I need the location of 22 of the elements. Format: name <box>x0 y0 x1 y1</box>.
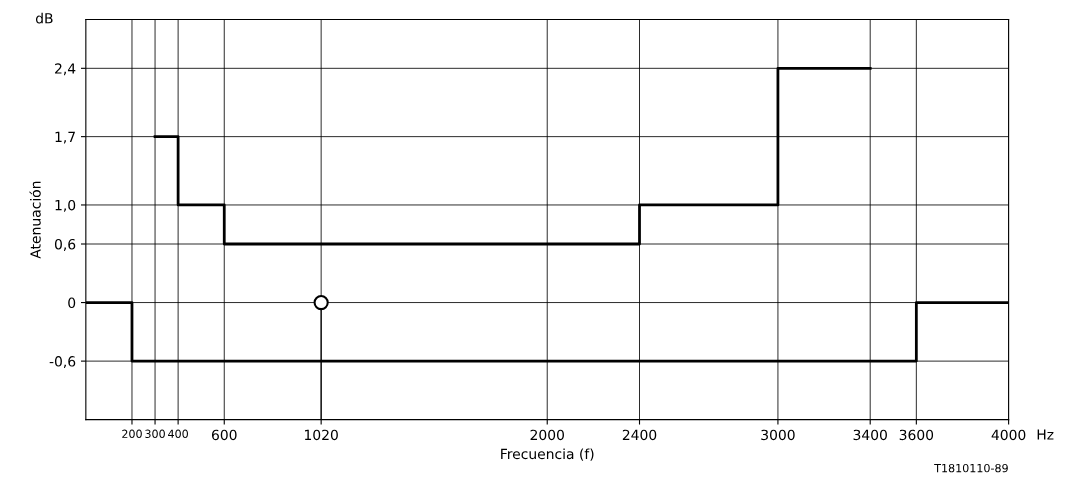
x-tick-label: 3000 <box>761 429 795 441</box>
x-tick-label: 3400 <box>853 429 887 441</box>
text: Hz <box>1037 429 1054 440</box>
y-tick-label: 0,6 <box>54 238 76 251</box>
y-tick-label: 2,4 <box>55 63 76 76</box>
x-tick-label: 1020 <box>305 429 338 441</box>
x-tick-label: 2000 <box>530 429 564 441</box>
y-tick-label: 0 <box>68 297 76 309</box>
x-axis-title: Frecuencia (f) <box>501 448 594 461</box>
y-tick-label: -0,6 <box>49 356 76 369</box>
x-tick-label: 4000 <box>991 429 1026 441</box>
x-tick-label: 3600 <box>899 429 934 441</box>
y-tick-label: 1,0 <box>55 199 76 212</box>
x-tick-label: 600 <box>211 429 237 441</box>
x-tick-label: 300 <box>145 429 165 438</box>
x-tick-label: 2400 <box>622 429 657 441</box>
text: dB <box>35 12 53 24</box>
y-tick-label: 1,7 <box>55 131 75 144</box>
y-axis-title: Atenuación <box>29 181 41 259</box>
text: T1810110-89 <box>934 463 1008 473</box>
x-tick-label: 400 <box>168 429 188 438</box>
x-tick-label: 200 <box>122 429 142 438</box>
